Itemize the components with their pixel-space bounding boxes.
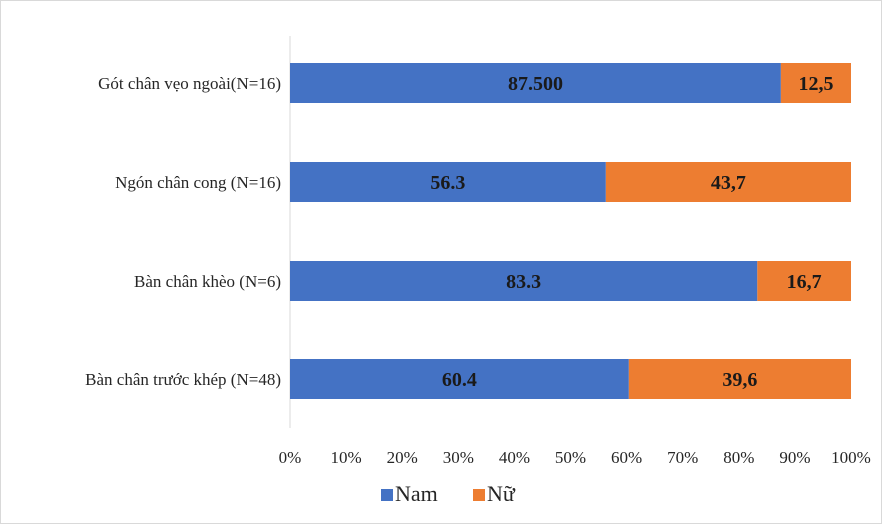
bar-segment-nam[interactable]	[290, 63, 781, 103]
bar-segment-nu[interactable]	[780, 63, 851, 103]
data-label-nu: 43,7	[711, 172, 746, 194]
bar-segment-nu[interactable]	[628, 359, 851, 399]
legend-item-nam[interactable]: Nam	[381, 481, 438, 506]
category-label: Bàn chân trước khép (N=48)	[85, 370, 281, 389]
x-tick-label: 10%	[331, 448, 362, 467]
bar-segment-nu[interactable]	[605, 162, 851, 202]
category-label: Ngón chân cong (N=16)	[115, 173, 281, 192]
bar-segment-nu[interactable]	[757, 261, 851, 301]
x-tick-label: 80%	[723, 448, 754, 467]
x-tick-label: 100%	[831, 448, 871, 467]
data-label-nam: 83.3	[506, 271, 541, 293]
x-tick-label: 20%	[387, 448, 418, 467]
legend-label-nu: Nữ	[487, 481, 516, 506]
bar-segment-nam[interactable]	[290, 261, 758, 301]
data-label-nu: 16,7	[787, 271, 822, 293]
data-label-nam: 56.3	[430, 172, 465, 194]
category-label: Bàn chân khèo (N=6)	[134, 272, 281, 291]
x-tick-label: 0%	[279, 448, 302, 467]
x-tick-label: 30%	[443, 448, 474, 467]
legend-swatch-nu	[473, 489, 485, 501]
legend-label-nam: Nam	[395, 481, 438, 506]
x-tick-label: 70%	[667, 448, 698, 467]
x-tick-label: 50%	[555, 448, 586, 467]
data-label-nu: 12,5	[798, 73, 833, 95]
data-label-nam: 60.4	[442, 369, 477, 391]
bar-segment-nam[interactable]	[290, 359, 629, 399]
bar-segment-nam[interactable]	[290, 162, 606, 202]
x-tick-label: 60%	[611, 448, 642, 467]
data-label-nu: 39,6	[722, 369, 757, 391]
legend-swatch-nam	[381, 489, 393, 501]
data-label-nam: 87.500	[508, 73, 563, 95]
legend-item-nu[interactable]: Nữ	[473, 481, 516, 506]
category-label: Gót chân vẹo ngoài(N=16)	[98, 74, 281, 93]
x-tick-label: 90%	[779, 448, 810, 467]
x-tick-label: 40%	[499, 448, 530, 467]
